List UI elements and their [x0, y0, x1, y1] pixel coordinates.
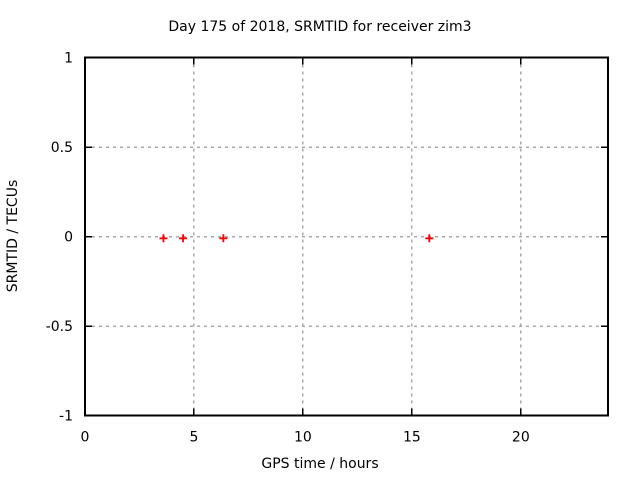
data-point-plus-marker	[425, 234, 434, 243]
data-point-plus-marker	[179, 234, 188, 243]
y-tick-label: 0.5	[51, 140, 73, 156]
x-tick-label: 0	[81, 430, 90, 446]
y-tick-label: 1	[64, 51, 73, 67]
data-marker-layer	[159, 234, 434, 243]
data-point-plus-marker	[159, 234, 168, 243]
y-tick-label: 0	[64, 230, 73, 246]
y-axis-label: SRMTID / TECUs	[5, 180, 21, 293]
x-tick-label: 10	[294, 430, 312, 446]
grid-layer	[85, 57, 608, 416]
data-point-plus-marker	[219, 234, 228, 243]
y-tick-label: -0.5	[46, 319, 73, 335]
chart-title: Day 175 of 2018, SRMTID for receiver zim…	[168, 19, 471, 35]
tick-label-layer: 0 5 10 15 20 1 0.5 0 -0.5 -1	[46, 51, 530, 446]
y-tick-label: -1	[59, 409, 73, 425]
x-tick-label: 15	[403, 430, 421, 446]
x-tick-label: 5	[189, 430, 198, 446]
x-axis-label: GPS time / hours	[261, 456, 378, 472]
plot-border	[84, 56, 609, 417]
x-tick-label: 20	[512, 430, 530, 446]
